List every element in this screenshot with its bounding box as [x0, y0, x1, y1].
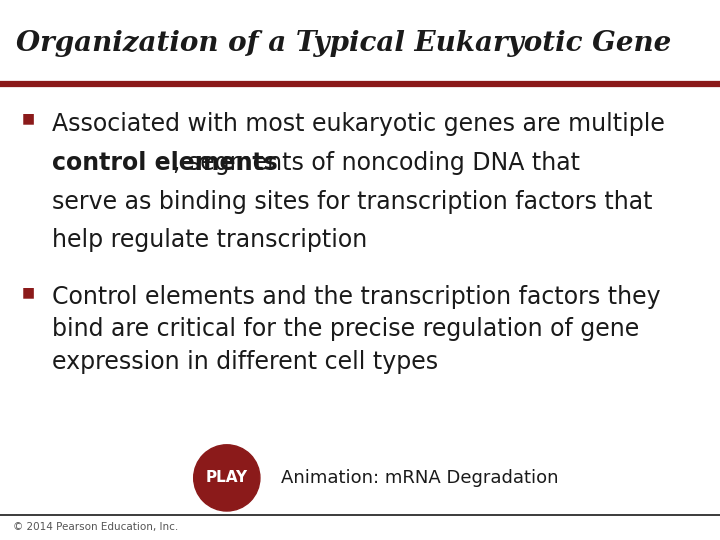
Text: Organization of a Typical Eukaryotic Gene: Organization of a Typical Eukaryotic Gen…: [16, 30, 671, 57]
Ellipse shape: [194, 445, 260, 511]
Text: , segments of noncoding DNA that: , segments of noncoding DNA that: [173, 151, 580, 174]
Text: help regulate transcription: help regulate transcription: [52, 228, 367, 252]
Text: ■: ■: [22, 285, 35, 299]
Text: © 2014 Pearson Education, Inc.: © 2014 Pearson Education, Inc.: [13, 522, 179, 532]
Text: Associated with most eukaryotic genes are multiple: Associated with most eukaryotic genes ar…: [52, 112, 665, 136]
Text: serve as binding sites for transcription factors that: serve as binding sites for transcription…: [52, 190, 652, 213]
Text: PLAY: PLAY: [206, 470, 248, 485]
Text: Control elements and the transcription factors they
bind are critical for the pr: Control elements and the transcription f…: [52, 285, 660, 374]
Text: ■: ■: [22, 112, 35, 126]
Text: Animation: mRNA Degradation: Animation: mRNA Degradation: [281, 469, 558, 487]
Text: control elements: control elements: [52, 151, 278, 174]
